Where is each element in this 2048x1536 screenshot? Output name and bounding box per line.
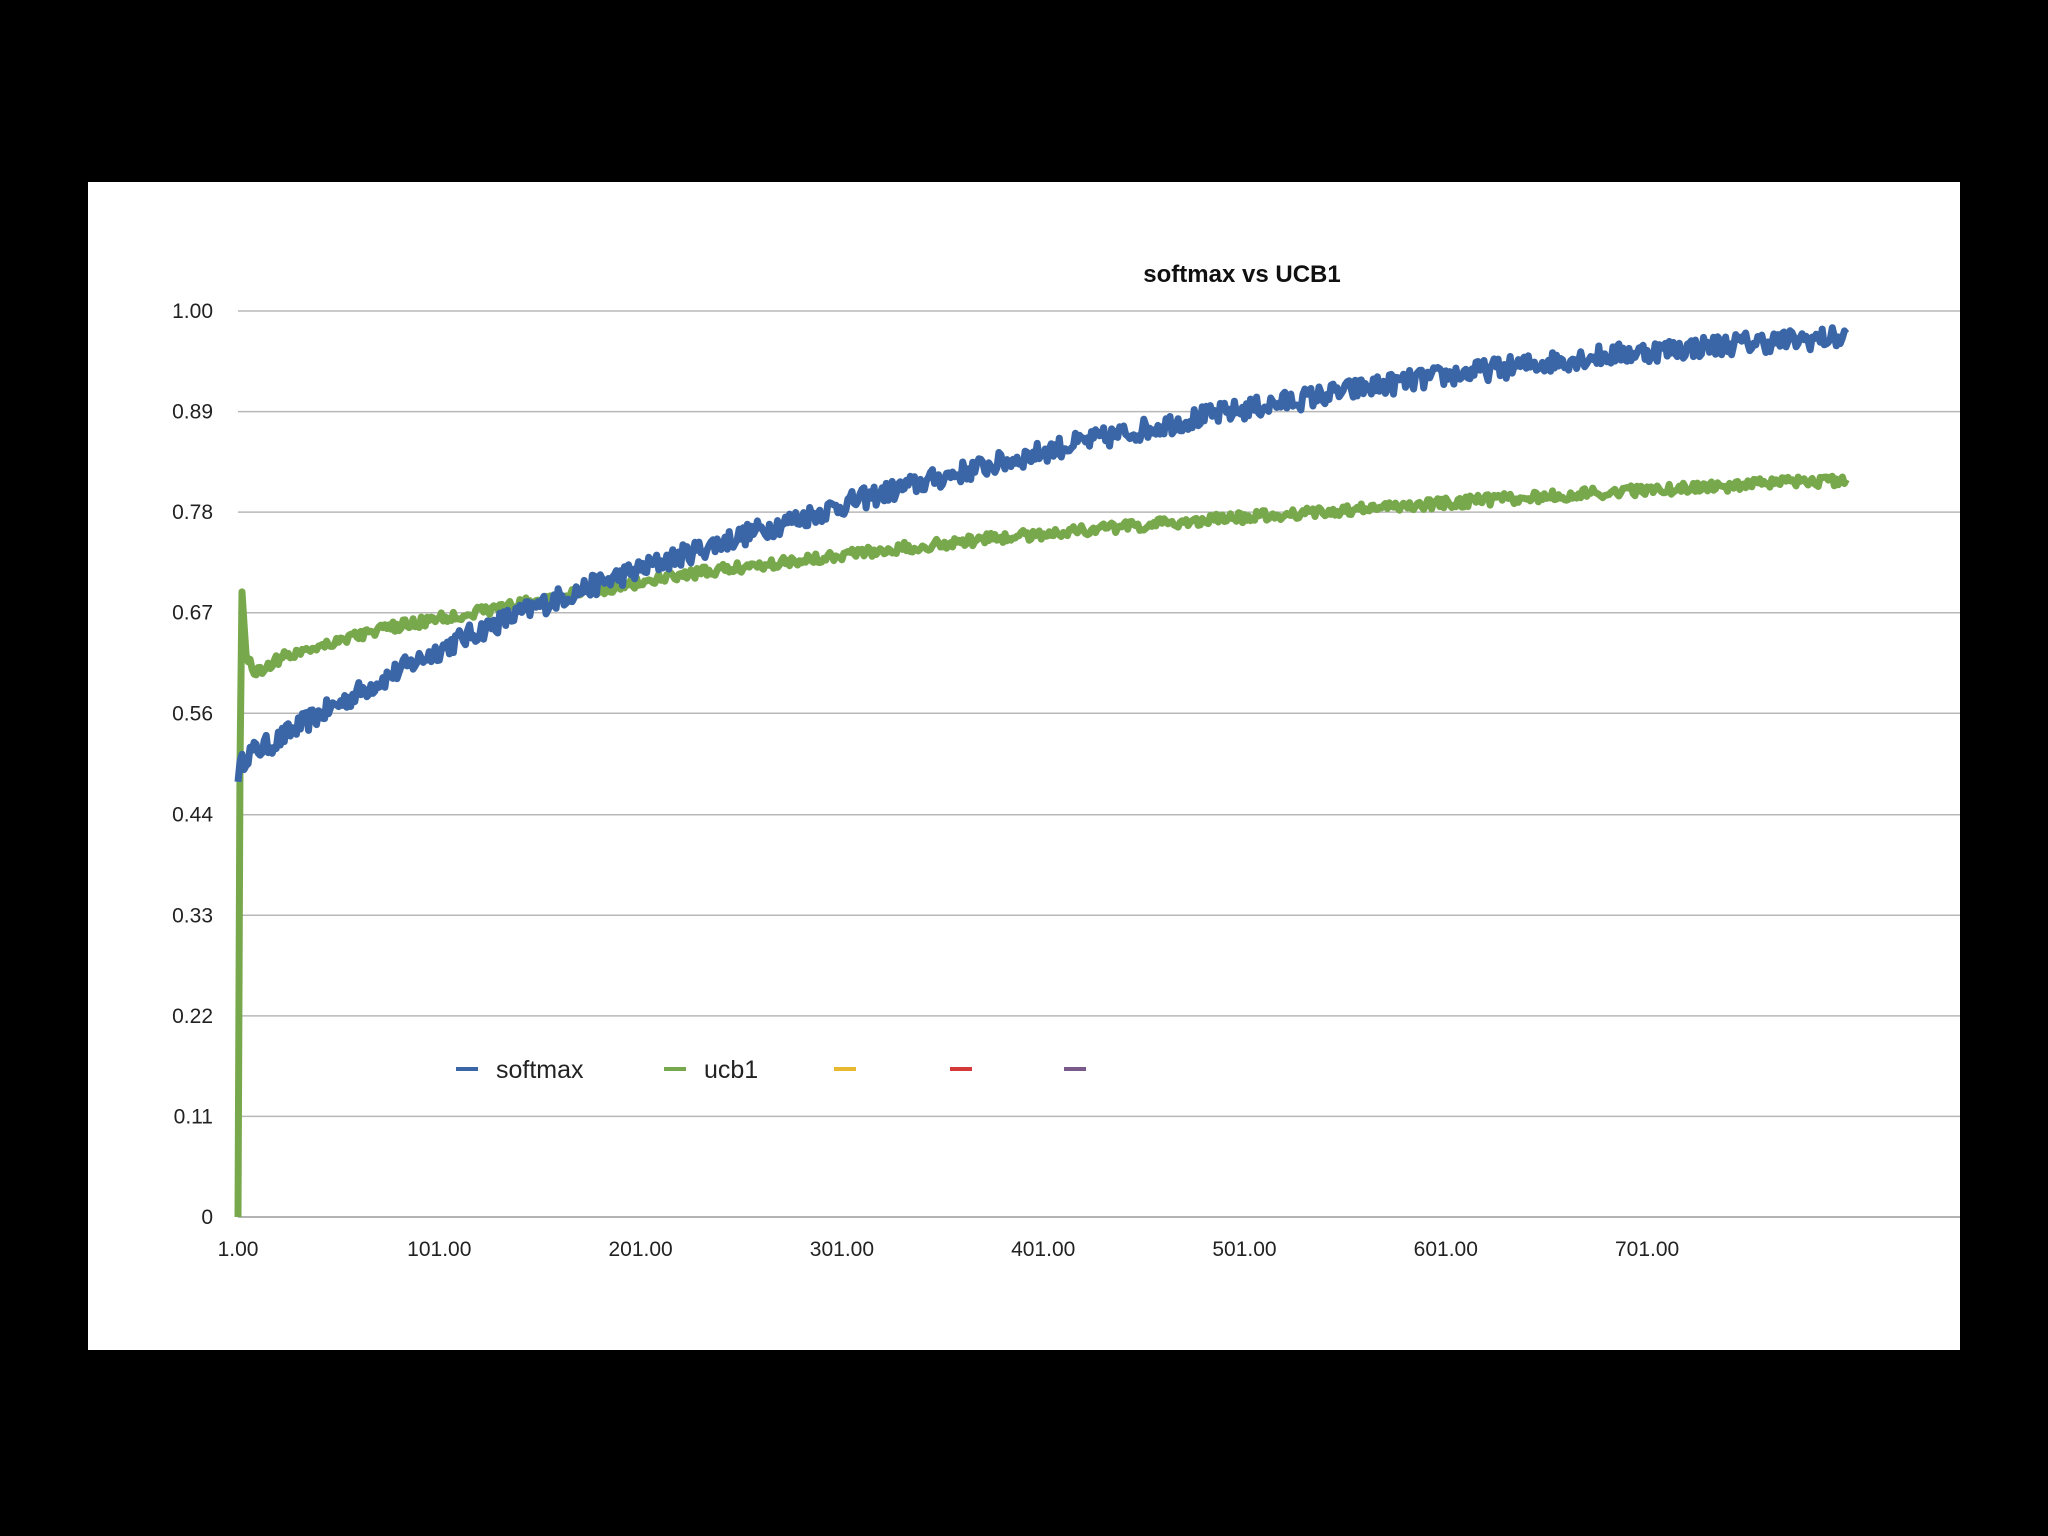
line-chart: 0 0.11 0.22 0.33 0.44 0.56 0.67 0.78 0.89 1.00 1.… [172, 261, 1960, 1261]
y-tick-label: 0.89 [172, 401, 213, 424]
y-axis-ticks: 0 0.11 0.22 0.33 0.44 0.56 0.67 0.78 0.89 1.00 [172, 300, 213, 1229]
x-tick-label: 401.00 [1011, 1238, 1075, 1261]
legend-label-ucb1: ucb1 [704, 1056, 758, 1084]
y-tick-label: 0.22 [172, 1005, 213, 1028]
legend: softmax ucb1 [456, 1056, 1086, 1084]
x-tick-label: 601.00 [1414, 1238, 1478, 1261]
y-tick-label: 0.11 [174, 1105, 213, 1128]
x-tick-label: 701.00 [1615, 1238, 1679, 1261]
y-tick-label: 0.67 [172, 602, 213, 625]
x-tick-label: 1.00 [218, 1238, 259, 1261]
y-tick-label: 0.44 [172, 804, 213, 827]
x-tick-label: 301.00 [810, 1238, 874, 1261]
y-tick-label: 0.56 [172, 702, 213, 725]
x-axis-ticks: 1.00 101.00 201.00 301.00 401.00 501.00 601.00… [218, 1238, 1680, 1261]
series-line-softmax [234, 324, 1850, 783]
y-tick-label: 0 [201, 1206, 213, 1229]
y-tick-label: 0.78 [172, 501, 213, 524]
x-tick-label: 501.00 [1212, 1238, 1276, 1261]
x-tick-label: 101.00 [407, 1238, 471, 1261]
chart-title: softmax vs UCB1 [1143, 261, 1340, 288]
series-layer [234, 324, 1850, 1218]
x-tick-label: 201.00 [608, 1238, 672, 1261]
y-tick-label: 0.33 [172, 904, 213, 927]
series-line-ucb1 [234, 472, 1850, 1218]
legend-label-softmax: softmax [496, 1056, 584, 1084]
y-tick-label: 1.00 [172, 300, 213, 323]
chart-panel: 0 0.11 0.22 0.33 0.44 0.56 0.67 0.78 0.89 1.00 1.… [88, 182, 1960, 1350]
